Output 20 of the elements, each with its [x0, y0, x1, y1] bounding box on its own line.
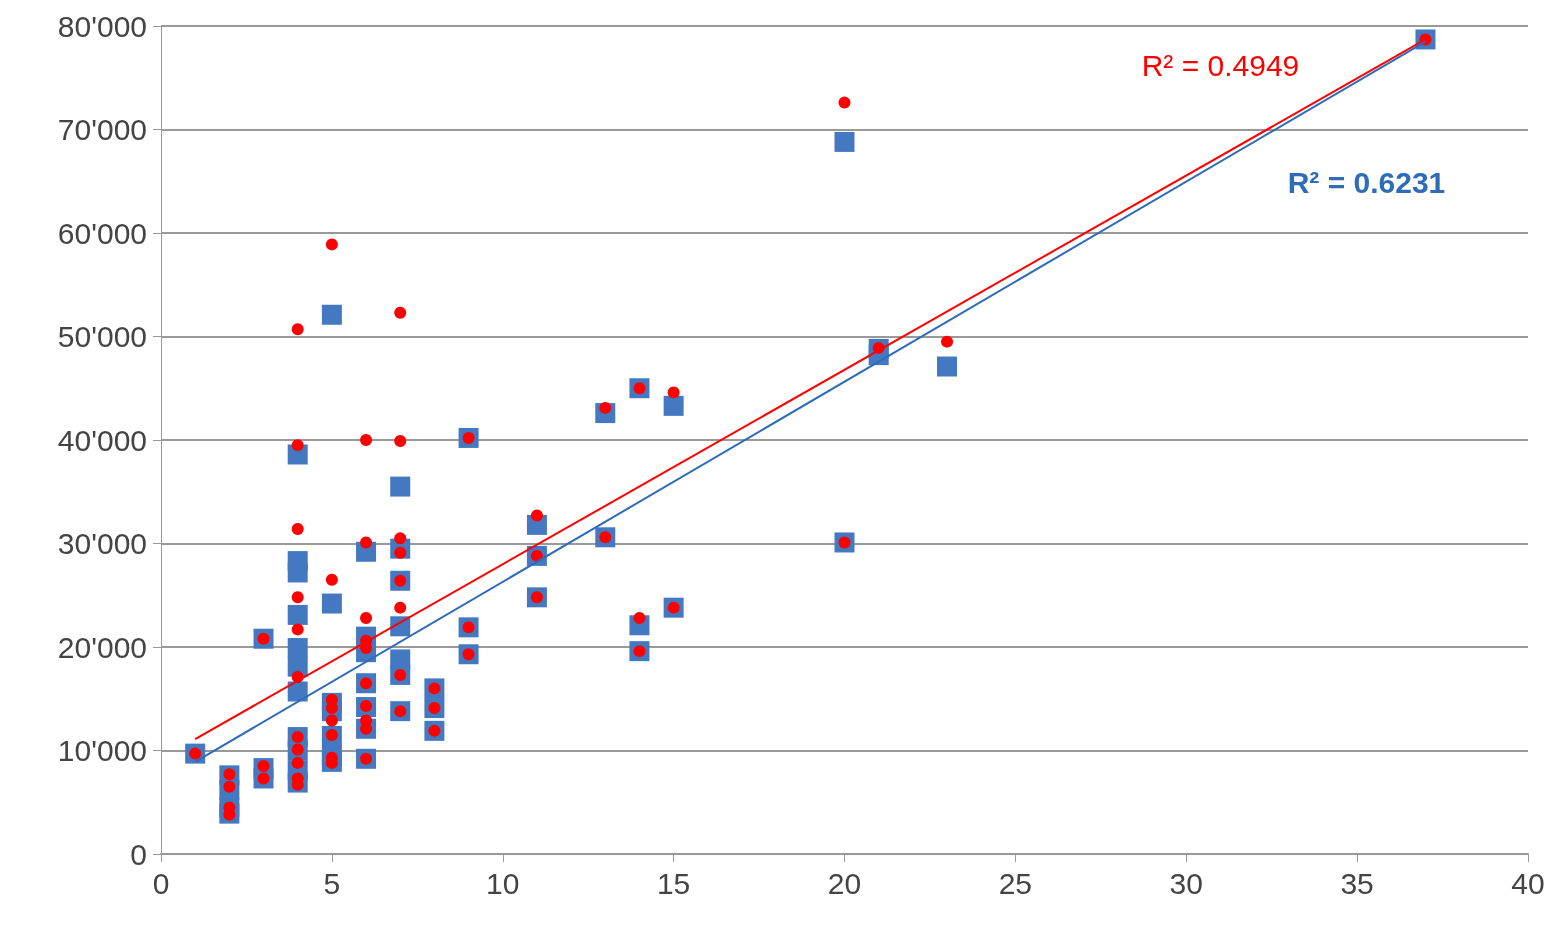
x-tick-label: 10	[486, 866, 520, 900]
y-tick-label: 20'000	[57, 630, 147, 664]
y-tick-label: 50'000	[57, 320, 147, 353]
y-tick-label: 10'000	[57, 734, 147, 767]
y-tick-label: 0	[130, 837, 147, 871]
y-tick-label: 60'000	[57, 216, 147, 250]
y-tick-label: 70'000	[57, 113, 147, 146]
x-tick-label: 30	[1169, 866, 1203, 900]
x-tick-label: 40	[1511, 866, 1545, 900]
x-tick-label: 20	[827, 866, 862, 900]
x-tick-label: 0	[152, 866, 170, 900]
x-tick-label: 35	[1340, 866, 1374, 900]
y-tick-label: 80'000	[57, 9, 147, 43]
annotation: R² = 0.6231	[1287, 166, 1446, 200]
x-tick-label: 15	[656, 866, 691, 900]
y-tick-label: 30'000	[57, 527, 147, 560]
x-tick-label: 25	[998, 866, 1033, 900]
x-tick-label: 5	[323, 866, 341, 900]
annotation: R² = 0.4949	[1141, 48, 1300, 82]
y-tick-label: 40'000	[57, 423, 147, 457]
